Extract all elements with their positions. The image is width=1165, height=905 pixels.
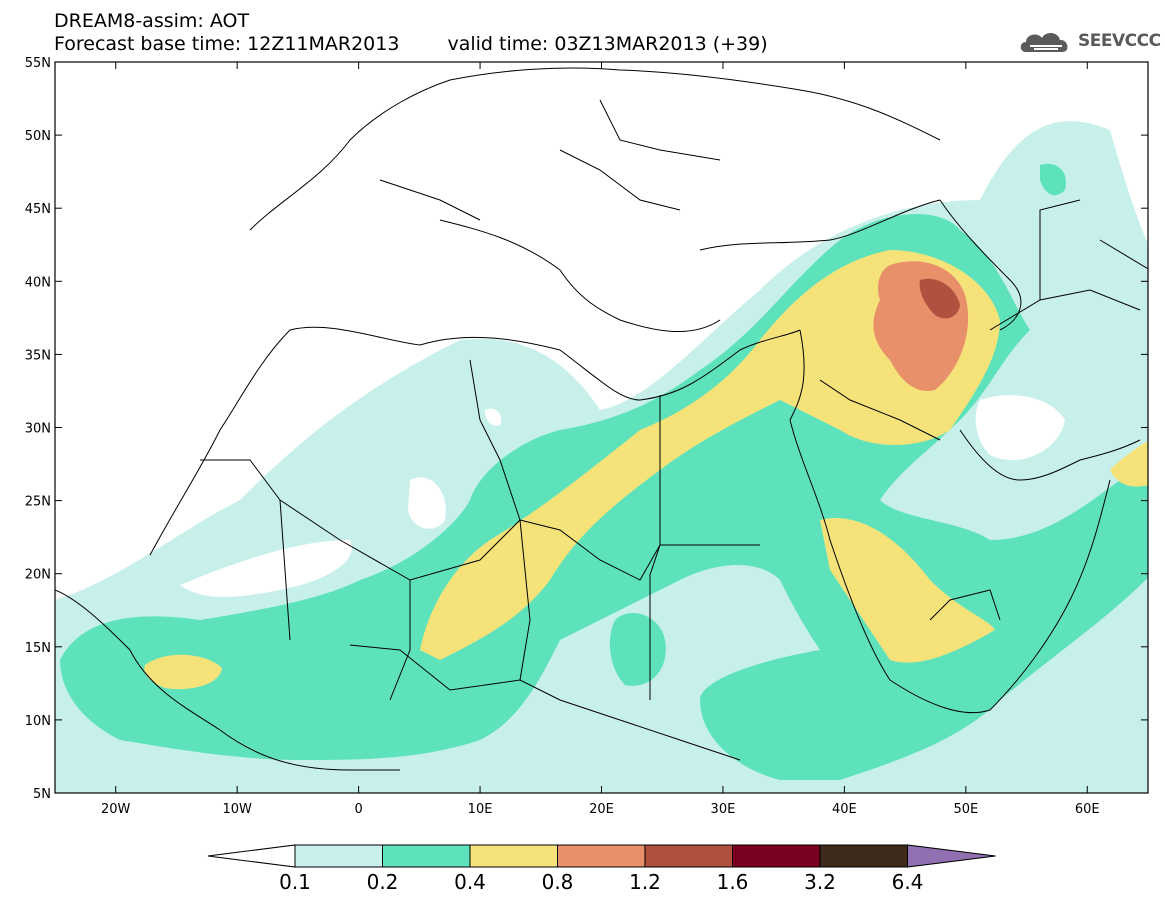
colorbar-under-triangle: [207, 844, 296, 868]
border: [599, 99, 721, 161]
aot-level-0.4: [420, 250, 1000, 660]
coastline: [249, 67, 941, 231]
lon-label: 20E: [589, 802, 614, 817]
lat-label: 55N: [25, 56, 51, 71]
aot-clear-patch: [408, 477, 446, 529]
aot-level-1.2: [919, 278, 960, 319]
coastline: [55, 589, 400, 771]
seevccc-logo: SEEVCCC: [1018, 28, 1161, 54]
aot-contours: [55, 121, 1148, 793]
aot-level-0.4: [144, 654, 222, 690]
lat-axis: 55N 50N 45N 40N 35N 30N 25N 20N 15N 10N 5N: [25, 56, 51, 802]
lon-label: 60E: [1075, 802, 1100, 817]
border: [519, 519, 531, 681]
lat-label: 25N: [25, 495, 51, 510]
lon-label: 10E: [468, 802, 493, 817]
lat-label: 30N: [25, 422, 51, 437]
colorbar-label: 0.1: [279, 870, 311, 894]
border: [469, 359, 521, 521]
border: [929, 589, 1001, 621]
colorbar-label: 1.6: [717, 870, 749, 894]
colorbar-label: 1.2: [629, 870, 661, 894]
colorbar-label: 6.4: [892, 870, 924, 894]
lon-label: 50E: [953, 802, 978, 817]
lat-label: 45N: [25, 202, 51, 217]
border: [379, 179, 481, 221]
lon-axis: 20W 10W 0 10E 20E 30E 40E 50E 60E: [101, 802, 1100, 817]
cloud-logo-icon: [1020, 32, 1068, 52]
aot-level-0.4: [820, 518, 995, 663]
lat-label: 50N: [25, 129, 51, 144]
lat-label: 10N: [25, 714, 51, 729]
aot-level-0.2: [609, 612, 666, 686]
borders: [55, 67, 1148, 771]
colorbar-swatch: [382, 844, 471, 868]
coastline: [789, 329, 1111, 714]
chart-title: DREAM8-assim: AOT: [54, 10, 250, 32]
coastline: [149, 326, 801, 556]
lat-label: 35N: [25, 348, 51, 363]
colorbar-label: 0.4: [454, 870, 486, 894]
lat-label: 40N: [25, 275, 51, 290]
coastline: [439, 219, 721, 332]
coastline: [959, 429, 1141, 481]
border: [349, 644, 741, 761]
valid-time: valid time: 03Z13MAR2013 (+39): [447, 33, 768, 55]
aot-clear-patch: [484, 408, 502, 426]
logo-text: SEEVCCC: [1078, 31, 1161, 51]
aot-level-0.2: [1040, 163, 1066, 196]
colorbar-label: 3.2: [804, 870, 836, 894]
aot-clear-patch: [975, 395, 1065, 461]
axis-ticks: [55, 61, 1148, 794]
lon-label: 10W: [222, 802, 252, 817]
border: [519, 519, 760, 581]
border: [389, 580, 411, 701]
lon-label: 30E: [711, 802, 736, 817]
colorbar-label: 0.2: [367, 870, 399, 894]
colorbar-over-triangle: [907, 844, 996, 868]
colorbar-swatch: [469, 844, 558, 868]
colorbar-swatch: [294, 844, 383, 868]
aot-clear-patch: [180, 540, 352, 597]
lat-label: 5N: [33, 787, 51, 802]
lat-label: 15N: [25, 641, 51, 656]
base-time: Forecast base time: 12Z11MAR2013: [54, 33, 400, 55]
colorbar-label: 0.8: [542, 870, 574, 894]
coastline: [939, 199, 1022, 331]
colorbar-swatch: [732, 844, 821, 868]
lon-label: 40E: [832, 802, 857, 817]
colorbar-swatch: [557, 844, 646, 868]
lon-label: 20W: [101, 802, 131, 817]
border: [649, 395, 661, 700]
colorbar-swatch: [819, 844, 908, 868]
lat-label: 20N: [25, 568, 51, 583]
colorbar: 0.1 0.2 0.4 0.8 1.2 1.6 3.2 6.4: [207, 844, 996, 894]
border: [1039, 199, 1081, 300]
border: [989, 289, 1141, 331]
colorbar-swatch: [644, 844, 733, 868]
border: [819, 379, 941, 441]
lon-label: 0: [354, 802, 362, 817]
border: [200, 459, 291, 641]
chart-subtitle: Forecast base time: 12Z11MAR2013 valid ti…: [54, 33, 816, 55]
coastline: [699, 199, 941, 251]
aot-level-0.4: [1110, 440, 1148, 487]
border: [1099, 239, 1148, 270]
border: [559, 149, 681, 211]
